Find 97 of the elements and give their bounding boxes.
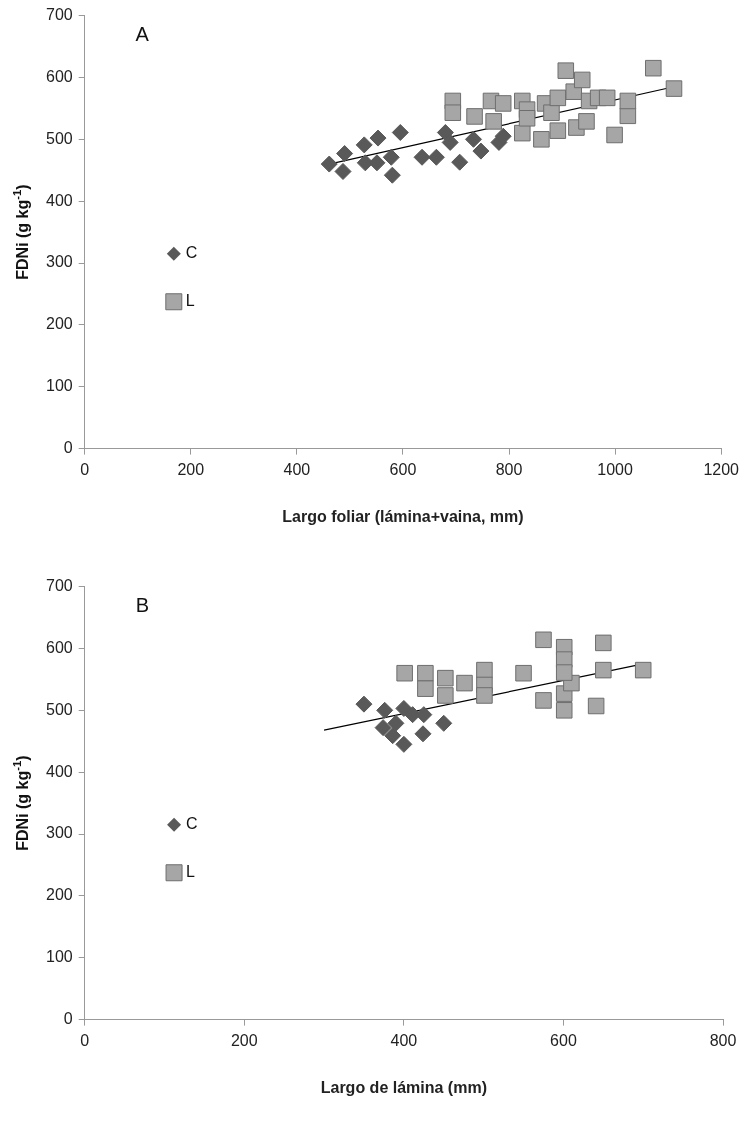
y-tick-label: 600 [45, 67, 73, 85]
point [384, 727, 402, 745]
x-tick-label: 600 [389, 460, 417, 478]
point [598, 89, 616, 107]
point [334, 162, 352, 180]
point [494, 95, 512, 112]
point [533, 131, 550, 148]
point [665, 80, 683, 97]
point [383, 166, 401, 184]
point [387, 714, 405, 732]
x-tick-label: 200 [230, 1031, 258, 1049]
y-tick-label: 400 [45, 762, 73, 780]
point [444, 104, 462, 121]
point [535, 692, 552, 709]
point [472, 142, 490, 160]
point [466, 108, 483, 125]
point [549, 89, 567, 107]
point [376, 701, 394, 719]
y-tick-label: 300 [45, 824, 73, 842]
y-axis-title: FDNi (g kg-1) [10, 184, 32, 280]
point [391, 124, 409, 142]
point [374, 719, 392, 737]
point [476, 661, 493, 679]
chart-title: B [135, 594, 150, 617]
point [320, 155, 338, 173]
legend-label: C [185, 244, 198, 262]
point [413, 148, 431, 166]
point [549, 122, 567, 139]
y-tick-label: 700 [45, 6, 73, 24]
point [427, 148, 445, 166]
point [595, 634, 612, 652]
point [355, 136, 373, 154]
point [578, 113, 595, 130]
y-tick-label: 500 [45, 129, 73, 147]
point [417, 664, 434, 682]
x-tick-label: 600 [550, 1031, 577, 1049]
y-tick-label: 300 [45, 253, 73, 271]
legend-label: L [186, 863, 196, 881]
chart-title: A [135, 23, 150, 46]
point [437, 669, 454, 687]
point [396, 664, 413, 682]
point [414, 725, 432, 743]
point [619, 92, 637, 110]
point [634, 661, 652, 679]
x-axis-title: Largo foliar (lámina+vaina, mm) [282, 507, 524, 525]
x-tick-label: 400 [283, 460, 311, 478]
point [369, 129, 387, 147]
x-axis-title: Largo de lámina (mm) [320, 1078, 487, 1096]
legend-label: C [186, 815, 198, 833]
point [336, 145, 354, 163]
y-axis-title: FDNi (g kg-1) [10, 755, 32, 851]
point [515, 664, 532, 682]
x-tick-label: 0 [80, 460, 90, 478]
y-tick-label: 100 [45, 948, 73, 966]
x-tick-label: 1000 [597, 460, 634, 478]
y-tick-label: 100 [45, 377, 73, 395]
y-tick-label: 600 [45, 638, 73, 656]
point [441, 133, 459, 151]
y-tick-label: 500 [45, 700, 73, 718]
point [437, 687, 454, 704]
point [456, 674, 473, 692]
point [395, 699, 413, 717]
point [514, 124, 531, 142]
point [573, 71, 591, 89]
point [557, 62, 575, 79]
y-tick-label: 200 [45, 315, 73, 333]
point [555, 664, 573, 681]
point [535, 631, 552, 649]
point [382, 148, 400, 166]
point [543, 104, 560, 121]
x-tick-label: 1200 [703, 460, 740, 478]
y-tick-label: 200 [45, 886, 73, 904]
y-tick-label: 0 [63, 439, 73, 457]
y-tick-label: 700 [45, 577, 73, 595]
x-tick-label: 0 [80, 1031, 90, 1049]
point [435, 714, 453, 732]
x-tick-label: 400 [390, 1031, 418, 1049]
x-tick-label: 800 [495, 460, 523, 478]
point [417, 680, 434, 697]
point [485, 113, 502, 130]
point [606, 126, 623, 144]
point [476, 687, 493, 704]
legend-label: L [185, 292, 195, 310]
point [645, 59, 662, 77]
x-tick-label: 800 [709, 1031, 737, 1049]
point [555, 702, 573, 719]
y-tick-label: 0 [63, 1010, 73, 1028]
point [595, 661, 612, 679]
point [619, 107, 637, 125]
point [465, 130, 482, 148]
point [355, 695, 373, 713]
x-tick-label: 200 [177, 460, 205, 478]
point [518, 110, 536, 127]
point [395, 735, 413, 753]
point [451, 153, 469, 171]
point [587, 697, 605, 715]
y-tick-label: 400 [45, 191, 73, 209]
